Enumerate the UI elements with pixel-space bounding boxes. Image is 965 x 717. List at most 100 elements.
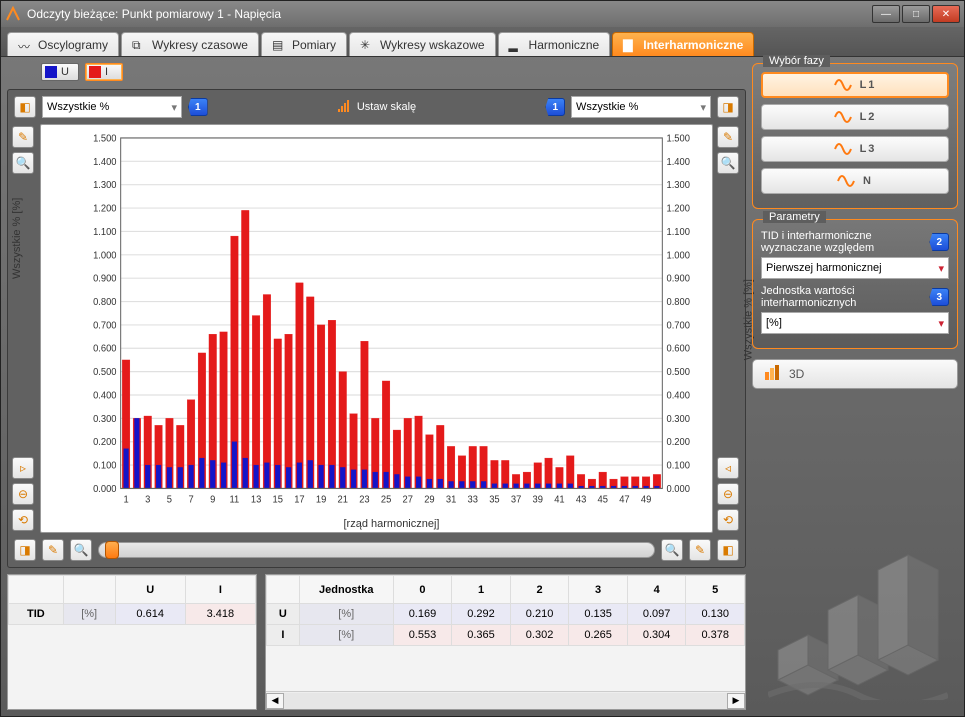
x-axis-label: [rząd harmonicznej] bbox=[344, 518, 440, 530]
scale-icon bbox=[337, 99, 351, 116]
harm-col: 5 bbox=[686, 576, 745, 604]
maximize-button[interactable]: □ bbox=[902, 5, 930, 23]
expand-bottom-icon[interactable]: ◨ bbox=[14, 539, 36, 561]
svg-text:23: 23 bbox=[359, 494, 370, 506]
phase-n-button[interactable]: N bbox=[761, 168, 949, 194]
toggle-u-button[interactable]: U bbox=[41, 63, 79, 81]
tid-table: UI TID[%]0.6143.418 bbox=[7, 574, 257, 710]
close-button[interactable]: ✕ bbox=[932, 5, 960, 23]
set-scale-button[interactable]: Ustaw skalę bbox=[337, 99, 416, 116]
right-axis-dropdown[interactable]: Wszystkie %▾ bbox=[571, 96, 711, 118]
svg-text:33: 33 bbox=[468, 494, 479, 506]
harm-col: 2 bbox=[510, 576, 569, 604]
collapse-right-icon[interactable]: ◃ bbox=[717, 457, 739, 479]
expand-right-icon[interactable]: ◨ bbox=[717, 96, 739, 118]
tab-label: Wykresy wskazowe bbox=[380, 38, 485, 52]
tab-icon: 〰 bbox=[18, 38, 32, 52]
svg-text:3: 3 bbox=[145, 494, 151, 506]
svg-text:1.200: 1.200 bbox=[667, 203, 691, 215]
tab-icon: ▤ bbox=[272, 38, 286, 52]
tab-wykresy-czasowe[interactable]: ⧉Wykresy czasowe bbox=[121, 32, 259, 56]
svg-text:0.800: 0.800 bbox=[667, 297, 691, 309]
left-axis-dropdown[interactable]: Wszystkie %▾ bbox=[42, 96, 182, 118]
tab-bar: 〰 Oscylogramy ⧉Wykresy czasowe▤Pomiary✳Wyk… bbox=[1, 27, 964, 57]
svg-text:17: 17 bbox=[294, 494, 305, 506]
cell: 0.365 bbox=[452, 625, 511, 646]
harmonics-table: Jednostka012345 U[%]0.1690.2920.2100.135… bbox=[265, 574, 746, 710]
svg-text:11: 11 bbox=[230, 494, 240, 506]
zoom-bottom2-icon[interactable]: 🔍 bbox=[661, 539, 683, 561]
phase-l3-button[interactable]: L3 bbox=[761, 136, 949, 162]
expand-left-icon[interactable]: ◧ bbox=[14, 96, 36, 118]
svg-text:0.600: 0.600 bbox=[667, 343, 691, 355]
edit-bottom-icon[interactable]: ✎ bbox=[42, 539, 64, 561]
svg-text:0.300: 0.300 bbox=[93, 413, 117, 425]
tid-col: U bbox=[115, 576, 185, 604]
expand-bottom2-icon[interactable]: ◧ bbox=[717, 539, 739, 561]
svg-text:1.000: 1.000 bbox=[93, 250, 117, 262]
table-scrollbar[interactable]: ◀ ▶ bbox=[266, 691, 745, 709]
edit-left-icon[interactable]: ✎ bbox=[12, 126, 34, 148]
svg-text:1.100: 1.100 bbox=[667, 226, 691, 238]
tab-label: Interharmoniczne bbox=[643, 38, 743, 52]
phase-label: L1 bbox=[860, 79, 877, 91]
cell: 0.210 bbox=[510, 604, 569, 625]
phase-l2-button[interactable]: L2 bbox=[761, 104, 949, 130]
phase-group: Wybór fazy L1L2L3N bbox=[752, 63, 958, 209]
tab-pomiary[interactable]: ▤Pomiary bbox=[261, 32, 347, 56]
param2-badge: 3 bbox=[929, 288, 949, 306]
zoomout-left-icon[interactable]: ⊖ bbox=[12, 483, 34, 505]
svg-text:1: 1 bbox=[123, 494, 129, 506]
wave-icon bbox=[834, 79, 852, 91]
param2-dropdown[interactable]: [%]▾ bbox=[761, 312, 949, 334]
param1-value: Pierwszej harmonicznej bbox=[766, 262, 882, 274]
svg-text:31: 31 bbox=[446, 494, 457, 506]
3d-icon bbox=[763, 364, 781, 385]
svg-text:43: 43 bbox=[576, 494, 587, 506]
minimize-button[interactable]: — bbox=[872, 5, 900, 23]
svg-text:1.300: 1.300 bbox=[667, 180, 691, 192]
tab-wykresy-wskazowe[interactable]: ✳Wykresy wskazowe bbox=[349, 32, 496, 56]
wave-icon bbox=[837, 175, 855, 187]
edit-bottom2-icon[interactable]: ✎ bbox=[689, 539, 711, 561]
svg-text:0.200: 0.200 bbox=[667, 437, 691, 449]
tid-col bbox=[9, 576, 64, 604]
zoomout-right-icon[interactable]: ⊖ bbox=[717, 483, 739, 505]
zoom-bottom-icon[interactable]: 🔍 bbox=[70, 539, 92, 561]
zoom-left-icon[interactable]: 🔍 bbox=[12, 152, 34, 174]
x-scroll-slider[interactable] bbox=[98, 542, 655, 558]
collapse-left-icon[interactable]: ▹ bbox=[12, 457, 34, 479]
svg-text:47: 47 bbox=[619, 494, 630, 506]
zoom-right-icon[interactable]: 🔍 bbox=[717, 152, 739, 174]
param1-badge: 2 bbox=[929, 233, 949, 251]
3d-button[interactable]: 3D bbox=[752, 359, 958, 389]
phase-l1-button[interactable]: L1 bbox=[761, 72, 949, 98]
svg-text:0.800: 0.800 bbox=[93, 297, 117, 309]
tab-harmoniczne[interactable]: ▂Harmoniczne bbox=[498, 32, 611, 56]
svg-text:1.500: 1.500 bbox=[93, 133, 117, 145]
row-label: U bbox=[267, 604, 300, 625]
svg-text:0.700: 0.700 bbox=[93, 320, 117, 332]
cell: 0.378 bbox=[686, 625, 745, 646]
badge-2: 1 bbox=[545, 98, 565, 116]
param1-dropdown[interactable]: Pierwszej harmonicznej▾ bbox=[761, 257, 949, 279]
toggle-i-button[interactable]: I bbox=[85, 63, 123, 81]
param1-label: TID i interharmoniczne wyznaczane względ… bbox=[761, 230, 929, 254]
svg-text:0.100: 0.100 bbox=[93, 460, 117, 472]
scale-label: Ustaw skalę bbox=[357, 101, 416, 113]
tab-label: Oscylogramy bbox=[38, 38, 108, 52]
scroll-left-button[interactable]: ◀ bbox=[266, 693, 284, 709]
zoomreset-right-icon[interactable]: ⟲ bbox=[717, 509, 739, 531]
svg-text:21: 21 bbox=[338, 494, 349, 506]
chart-area: Wszystkie % [%] 0.0000.0000.1000.1000.20… bbox=[40, 124, 713, 533]
edit-right-icon[interactable]: ✎ bbox=[717, 126, 739, 148]
tab-interharmoniczne[interactable]: ▇Interharmoniczne bbox=[612, 32, 754, 56]
scroll-right-button[interactable]: ▶ bbox=[727, 693, 745, 709]
wave-icon bbox=[834, 143, 852, 155]
tab-oscylogramy[interactable]: 〰 Oscylogramy bbox=[7, 32, 119, 56]
table-row: U[%]0.1690.2920.2100.1350.0970.130 bbox=[267, 604, 745, 625]
svg-text:1.100: 1.100 bbox=[93, 226, 117, 238]
zoomreset-left-icon[interactable]: ⟲ bbox=[12, 509, 34, 531]
titlebar: Odczyty bieżące: Punkt pomiarowy 1 - Nap… bbox=[1, 1, 964, 27]
svg-text:1.400: 1.400 bbox=[667, 156, 691, 168]
